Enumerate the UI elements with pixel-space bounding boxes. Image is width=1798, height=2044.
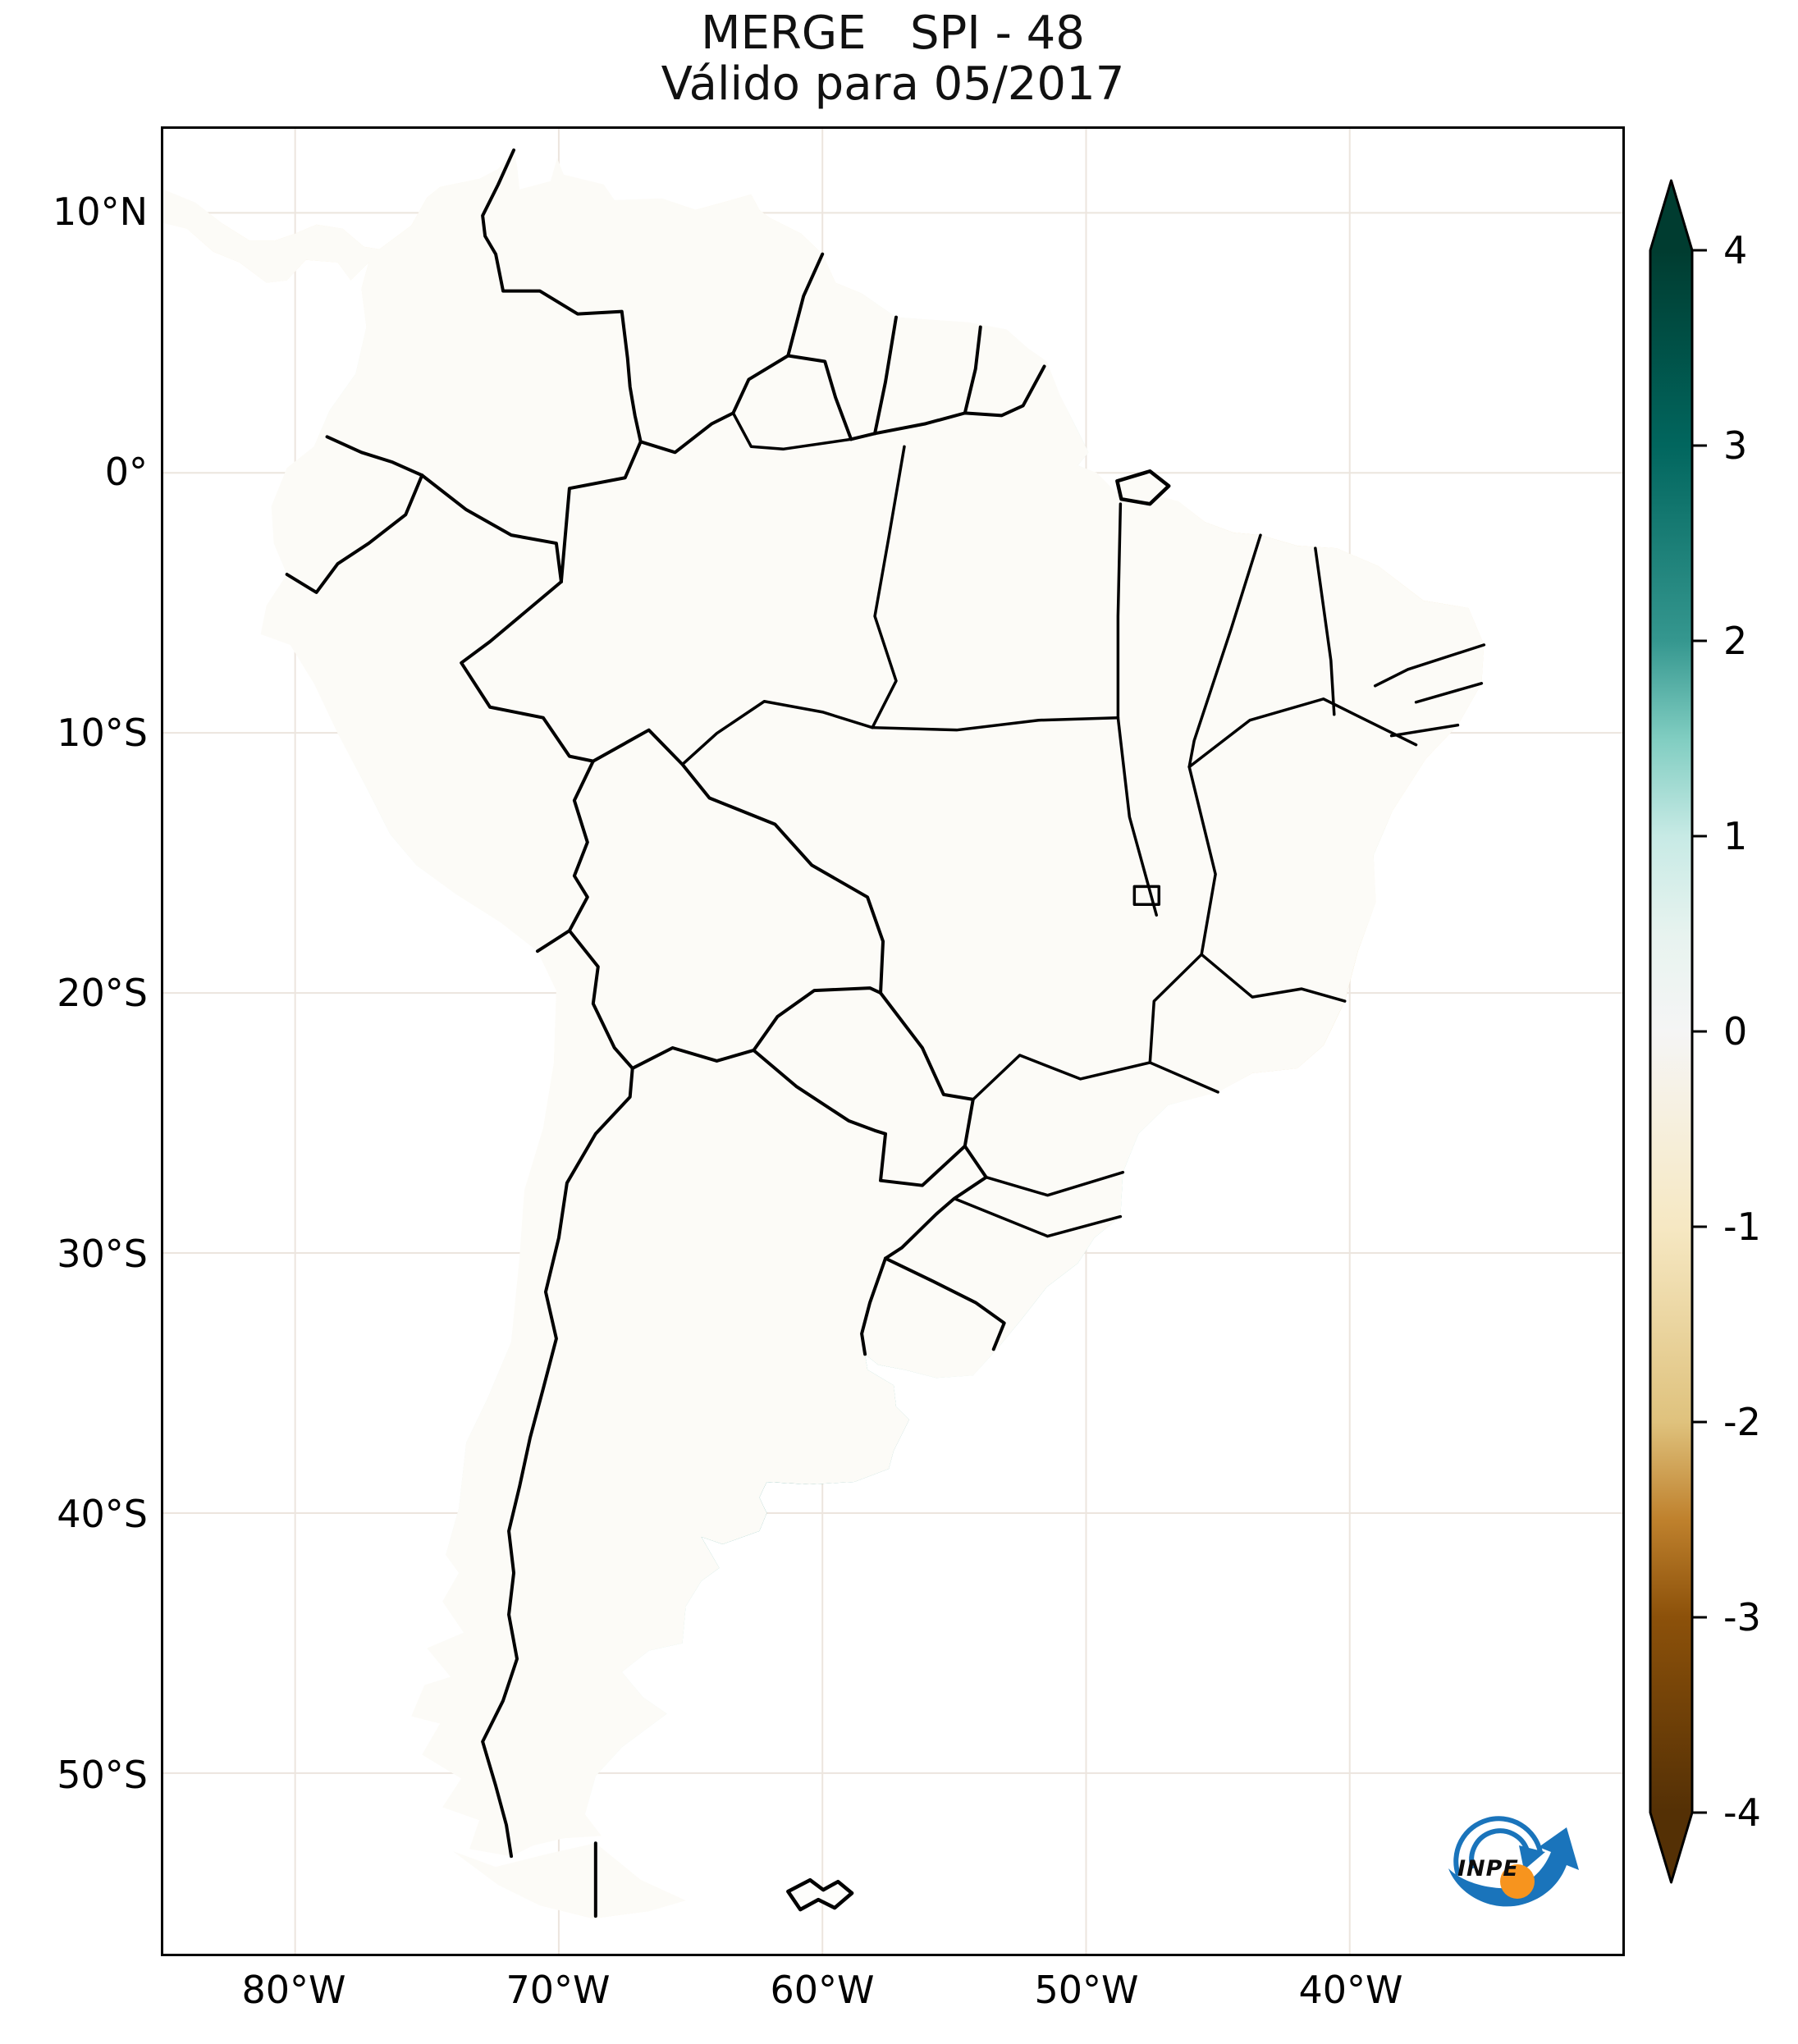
colorbar-tick-label: 4 (1723, 228, 1747, 272)
colorbar-tick-label: -1 (1723, 1205, 1761, 1249)
colorbar-tick-label: 1 (1723, 814, 1747, 858)
coastline-outline (163, 150, 1484, 1918)
marajo-island-outline (1115, 469, 1171, 506)
inpe-logo-orange-dot (1500, 1864, 1535, 1899)
figure-title-line2: Válido para 05/2017 (661, 57, 1125, 111)
x-tick-label: 70°W (506, 1968, 611, 2012)
x-tick-label: 50°W (1034, 1968, 1139, 2012)
spi-map-canvas (163, 129, 1622, 1954)
y-tick-label: 40°S (57, 1492, 148, 1536)
figure-title-line1: MERGE SPI - 48 (701, 7, 1085, 60)
x-tick-label: 60°W (770, 1968, 875, 2012)
map-frame (161, 126, 1625, 1956)
colorbar-tick-label: -2 (1723, 1400, 1761, 1444)
y-tick-label: 50°S (57, 1752, 148, 1797)
colorbar-tick-label: 2 (1723, 619, 1747, 663)
y-tick-label: 10°S (57, 710, 148, 755)
inpe-logo-text: INPE (1457, 1856, 1519, 1882)
x-tick-label: 40°W (1298, 1968, 1403, 2012)
colorbar-tick-label: 0 (1723, 1009, 1747, 1054)
inpe-logo-swirl-outer (1453, 1816, 1543, 1876)
colorbar-tick-label: 3 (1723, 423, 1747, 468)
y-tick-label: 30°S (57, 1231, 148, 1276)
y-tick-label: 0° (104, 450, 148, 494)
x-tick-label: 80°W (241, 1968, 346, 2012)
y-tick-label: 10°N (53, 189, 148, 234)
colorbar-tick-label: -3 (1723, 1595, 1761, 1639)
inpe-logo-arrow (1448, 1827, 1579, 1907)
colorbar: 4 3 2 1 0 -1 -2 -3 -4 (1649, 179, 1761, 1884)
inpe-logo-swirl-arrowhead (1519, 1845, 1545, 1870)
inpe-logo-swirl-inner (1469, 1828, 1530, 1869)
inpe-logo (1448, 1816, 1579, 1907)
y-tick-label: 20°S (57, 971, 148, 1015)
country-state-borders (285, 148, 1486, 1918)
colorbar-tick-label: -4 (1723, 1790, 1761, 1835)
falkland-islands-outline (786, 1877, 854, 1912)
colorbar-gradient-bar (1649, 179, 1694, 1884)
